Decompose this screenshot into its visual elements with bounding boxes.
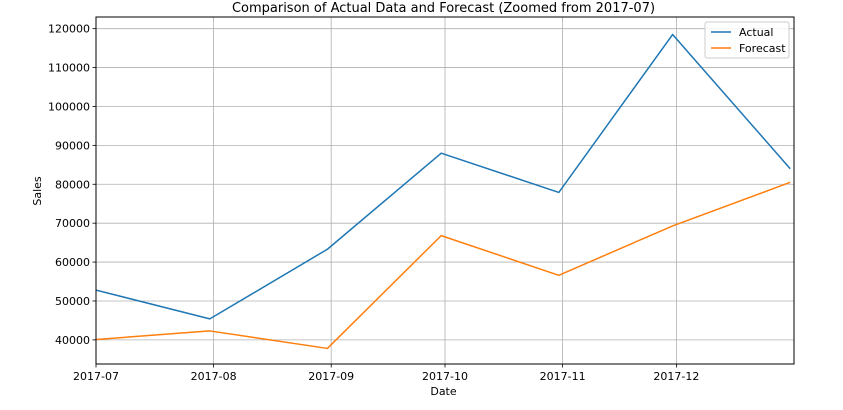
legend-box [704, 21, 790, 59]
series-lines [96, 33, 791, 350]
y-tick-label: 70000 [55, 217, 90, 230]
y-axis-label: Sales [31, 176, 44, 206]
chart-title: Comparison of Actual Data and Forecast (… [232, 1, 655, 16]
y-axis-ticks: 40000 50000 60000 70000 80000 90000 100000 1100… [48, 23, 96, 347]
series-line-forecast [96, 181, 791, 350]
x-axis-label: Date [430, 385, 457, 398]
legend-label-forecast: Forecast [739, 42, 786, 55]
y-tick-label: 40000 [55, 334, 90, 347]
y-tick-label: 90000 [55, 139, 90, 152]
x-tick-label: 2017-09 [308, 370, 354, 383]
x-tick-label: 2017-12 [653, 370, 699, 383]
series-line-actual [96, 33, 791, 320]
x-axis-ticks: 2017-07 2017-08 2017-09 2017-10 2017-11 2017-… [73, 364, 699, 383]
x-tick-label: 2017-07 [73, 370, 119, 383]
x-tick-label: 2017-10 [422, 370, 468, 383]
legend-label-actual: Actual [739, 26, 773, 39]
y-tick-label: 50000 [55, 295, 90, 308]
y-tick-label: 80000 [55, 178, 90, 191]
y-tick-label: 100000 [48, 100, 90, 113]
grid-lines [95, 17, 794, 364]
y-tick-label: 110000 [48, 62, 90, 75]
x-tick-label: 2017-11 [540, 370, 586, 383]
legend: Actual Forecast [704, 21, 790, 59]
x-tick-label: 2017-08 [191, 370, 237, 383]
y-tick-label: 60000 [55, 256, 90, 269]
y-tick-label: 120000 [48, 23, 90, 36]
